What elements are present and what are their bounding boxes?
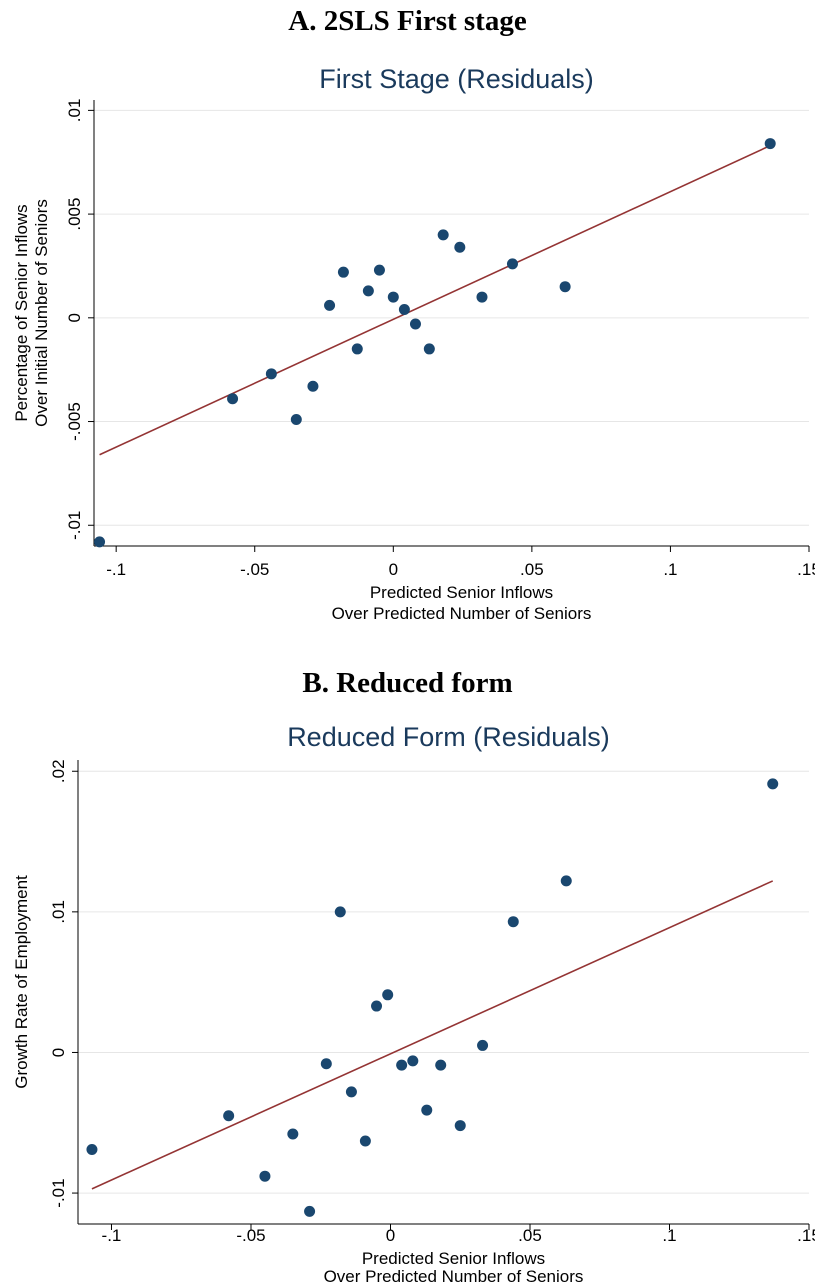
chart-b-point bbox=[396, 1059, 408, 1071]
chart-b-point bbox=[507, 916, 519, 928]
chart-b-x-tick-label: 0 bbox=[386, 1226, 395, 1245]
chart-b-point bbox=[304, 1205, 316, 1217]
chart-b-x-axis-title: Over Predicted Number of Seniors bbox=[324, 1267, 584, 1283]
chart-b-point bbox=[359, 1135, 371, 1147]
chart-a-point bbox=[373, 264, 385, 276]
chart-b-title: Reduced Form (Residuals) bbox=[287, 722, 610, 752]
chart-b-point bbox=[334, 906, 346, 918]
chart-a-x-axis-title: Over Predicted Number of Seniors bbox=[332, 604, 592, 623]
chart-b-x-tick-label: .15 bbox=[797, 1226, 815, 1245]
chart-b-x-axis-title: Predicted Senior Inflows bbox=[362, 1249, 545, 1268]
chart-b-x-tick-label: .1 bbox=[662, 1226, 676, 1245]
chart-b-y-tick-label: -.01 bbox=[49, 1178, 68, 1207]
chart-b-point bbox=[345, 1086, 357, 1098]
chart-a-point bbox=[764, 138, 776, 150]
chart-a-x-tick-label: 0 bbox=[389, 560, 398, 579]
chart-a-point bbox=[307, 380, 319, 392]
panel-a-heading: A. 2SLS First stage bbox=[288, 5, 527, 37]
chart-b-point bbox=[435, 1059, 447, 1071]
chart-a: First Stage (Residuals) -.01 -.005 0 .005 .01… bbox=[12, 64, 815, 623]
chart-b-point bbox=[454, 1120, 466, 1132]
chart-b-point bbox=[477, 1039, 489, 1051]
panel-a: First Stage (Residuals) -.01 -.005 0 .005 .01… bbox=[0, 0, 815, 640]
chart-b-fit-line bbox=[91, 880, 774, 1190]
chart-b-x-tick-label: -.1 bbox=[102, 1226, 122, 1245]
chart-b-point bbox=[223, 1110, 235, 1122]
chart-b-x-tick-label: .05 bbox=[518, 1226, 542, 1245]
chart-b-y-axis-title: Growth Rate of Employment bbox=[12, 875, 31, 1089]
panel-b: Reduced Form (Residuals) -.01 0 .01 .02 -.1 -.… bbox=[0, 660, 815, 1283]
chart-a-point bbox=[362, 285, 374, 297]
chart-a-x-axis-title: Predicted Senior Inflows bbox=[370, 583, 553, 602]
chart-a-point bbox=[94, 536, 106, 548]
chart-a-point bbox=[423, 343, 435, 355]
chart-b-point bbox=[382, 989, 394, 1001]
chart-a-point bbox=[227, 393, 239, 405]
chart-a-fit-line bbox=[99, 144, 771, 456]
chart-a-x-tick-label: .1 bbox=[663, 560, 677, 579]
chart-a-point bbox=[290, 413, 302, 425]
chart-b-point bbox=[560, 875, 572, 887]
chart-a-x-tick-label: -.05 bbox=[240, 560, 269, 579]
chart-a-x-tick-label: -.1 bbox=[106, 560, 126, 579]
chart-a-point bbox=[409, 318, 421, 330]
chart-a-point bbox=[324, 299, 336, 311]
chart-a-y-axis-title: Over Initial Number of Seniors bbox=[32, 199, 51, 427]
chart-b-point bbox=[421, 1104, 433, 1116]
chart-b-y-tick-label: .01 bbox=[49, 900, 68, 924]
chart-a-point bbox=[437, 229, 449, 241]
chart-b-point bbox=[86, 1143, 98, 1155]
chart-b: Reduced Form (Residuals) -.01 0 .01 .02 -.1 -.… bbox=[12, 722, 815, 1283]
chart-b-x-tick-label: -.05 bbox=[236, 1226, 265, 1245]
chart-b-y-tick-label: .02 bbox=[49, 759, 68, 783]
chart-a-point bbox=[337, 266, 349, 278]
chart-b-point bbox=[287, 1128, 299, 1140]
chart-a-y-tick-label: .01 bbox=[65, 99, 84, 123]
chart-b-point bbox=[371, 1000, 383, 1012]
chart-a-y-axis-title: Percentage of Senior Inflows bbox=[12, 204, 31, 421]
panel-b-heading: B. Reduced form bbox=[302, 667, 513, 699]
chart-a-point bbox=[454, 241, 466, 253]
chart-a-point bbox=[506, 258, 518, 270]
chart-a-x-tick-label: .05 bbox=[520, 560, 544, 579]
chart-a-y-tick-label: -.005 bbox=[65, 402, 84, 441]
chart-a-point bbox=[559, 281, 571, 293]
chart-b-point bbox=[259, 1170, 271, 1182]
chart-b-point bbox=[407, 1055, 419, 1067]
chart-a-point bbox=[476, 291, 488, 303]
chart-a-y-tick-label: .005 bbox=[65, 198, 84, 231]
chart-a-point bbox=[351, 343, 363, 355]
chart-b-point bbox=[767, 778, 779, 790]
chart-a-y-tick-label: -.01 bbox=[65, 511, 84, 540]
chart-a-y-tick-label: 0 bbox=[65, 313, 84, 322]
chart-a-point bbox=[398, 304, 410, 316]
chart-a-point bbox=[387, 291, 399, 303]
chart-b-y-tick-label: 0 bbox=[49, 1048, 68, 1057]
chart-a-point bbox=[265, 368, 277, 380]
chart-a-x-tick-label: .15 bbox=[797, 560, 815, 579]
chart-b-point bbox=[320, 1058, 332, 1070]
chart-a-title: First Stage (Residuals) bbox=[319, 64, 594, 94]
